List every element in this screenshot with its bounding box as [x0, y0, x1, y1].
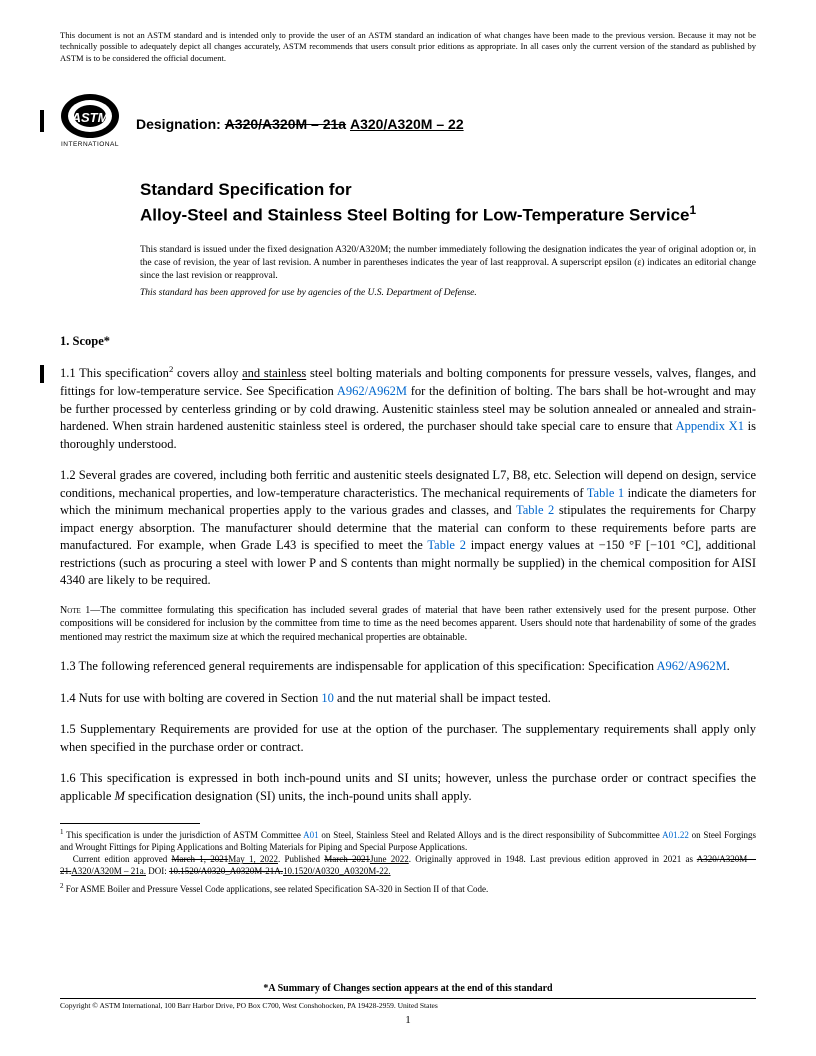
dod-approval: This standard has been approved for use … [140, 288, 756, 298]
para-1-4: 1.4 Nuts for use with bolting are covere… [60, 690, 756, 708]
document-title: Standard Specification for Alloy-Steel a… [140, 179, 756, 228]
para-1-1: 1.1 This specification2 covers alloy and… [60, 363, 756, 453]
page-footer: *A Summary of Changes section appears at… [60, 983, 756, 1026]
svg-text:INTERNATIONAL: INTERNATIONAL [61, 141, 119, 148]
designation-label: Designation: [136, 116, 221, 132]
footnote-2: 2 For ASME Boiler and Pressure Vessel Co… [60, 882, 756, 895]
designation-line: Designation: A320/A320M – 21a A320/A320M… [136, 116, 464, 132]
link-a01[interactable]: A01 [303, 830, 319, 840]
change-bar [40, 110, 44, 132]
link-a962[interactable]: A962/A962M [337, 384, 407, 398]
footnote-1: 1 This specification is under the jurisd… [60, 828, 756, 878]
note-1: Note 1—The committee formulating this sp… [60, 604, 756, 645]
summary-note: *A Summary of Changes section appears at… [60, 983, 756, 994]
title-block: Standard Specification for Alloy-Steel a… [140, 179, 756, 228]
change-bar [40, 365, 44, 383]
copyright-line: Copyright © ASTM International, 100 Barr… [60, 998, 756, 1010]
para-1-3: 1.3 The following referenced general req… [60, 658, 756, 676]
designation-old: A320/A320M – 21a [225, 116, 346, 132]
issuance-note: This standard is issued under the fixed … [140, 244, 756, 282]
link-table2b[interactable]: Table 2 [427, 538, 466, 552]
para-1-6: 1.6 This specification is expressed in b… [60, 770, 756, 805]
para-1-5: 1.5 Supplementary Requirements are provi… [60, 721, 756, 756]
para-1-1-row: 1.1 This specification2 covers alloy and… [40, 363, 756, 453]
svg-text:ASTM: ASTM [71, 110, 110, 125]
designation-new: A320/A320M – 22 [350, 116, 464, 132]
link-table1[interactable]: Table 1 [587, 486, 624, 500]
page-number: 1 [60, 1014, 756, 1026]
para-1-2: 1.2 Several grades are covered, includin… [60, 467, 756, 590]
link-section10[interactable]: 10 [321, 691, 334, 705]
astm-logo: ASTM INTERNATIONAL [58, 92, 122, 155]
link-table2[interactable]: Table 2 [516, 503, 554, 517]
link-a0122[interactable]: A01.22 [662, 830, 689, 840]
disclaimer-text: This document is not an ASTM standard an… [60, 30, 756, 64]
link-appendix-x1[interactable]: Appendix X1 [676, 419, 744, 433]
footnote-rule [60, 823, 200, 824]
scope-heading: 1. Scope* [60, 334, 756, 349]
header-row: ASTM INTERNATIONAL Designation: A320/A32… [40, 92, 756, 155]
link-a962b[interactable]: A962/A962M [656, 659, 726, 673]
